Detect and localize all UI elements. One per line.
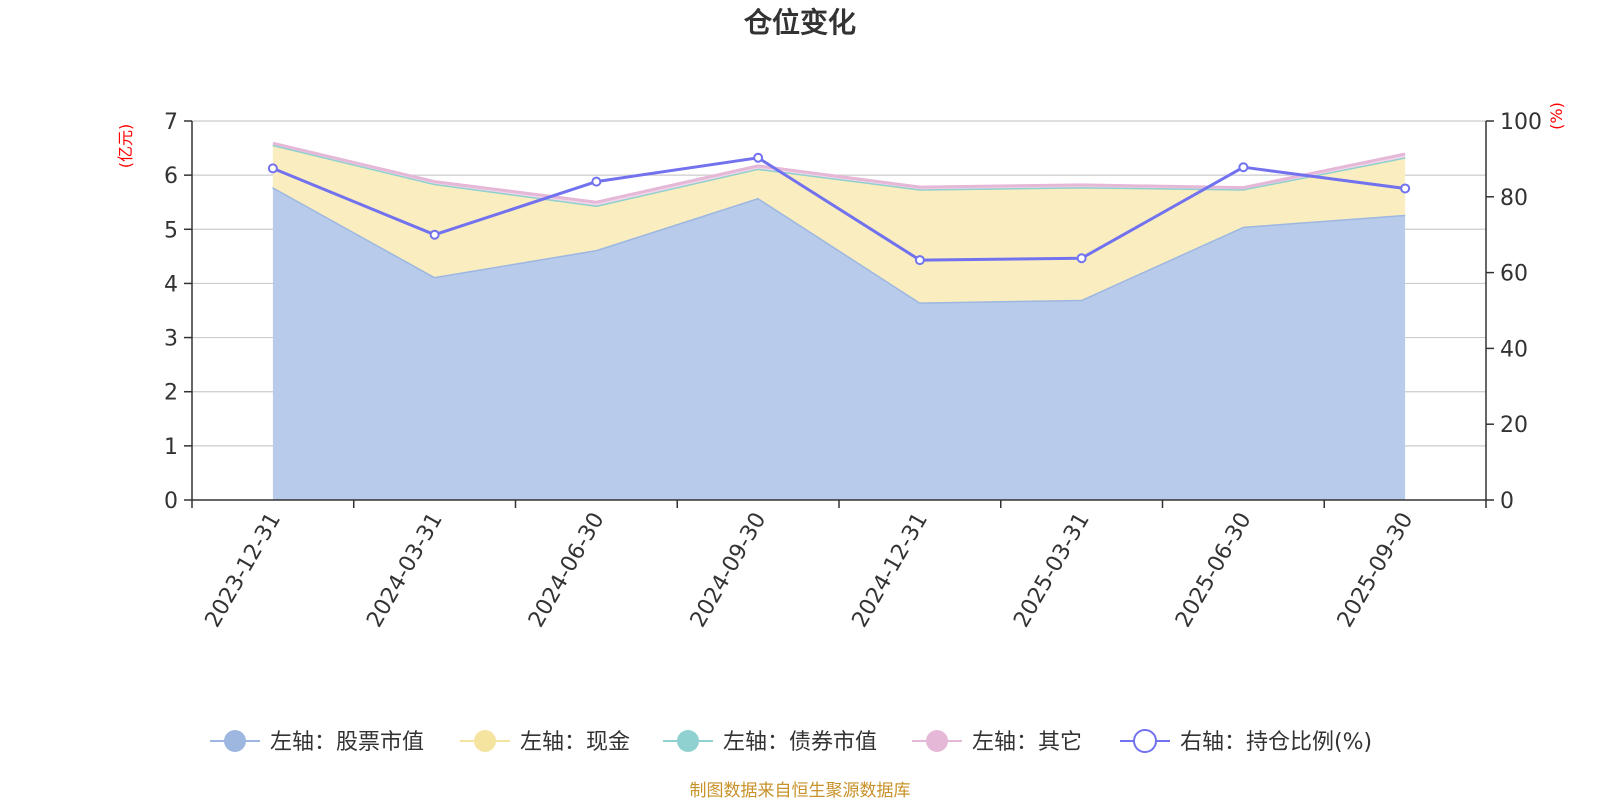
ratio-point[interactable] [267,163,278,174]
ratio-line [272,156,1406,262]
x-tick-label: 2025-03-31 [1009,509,1095,632]
right-tick-label: 40 [1500,337,1528,362]
legend-item[interactable]: 左轴：其它 [912,730,1082,755]
left-tick-label: 0 [164,489,178,514]
ratio-point[interactable] [753,152,764,163]
legend-marker [926,730,948,752]
ratio-point[interactable] [1076,253,1087,264]
legend-marker [677,730,699,752]
x-tick-label: 2025-06-30 [1171,509,1257,632]
right-axis-unit: (%) [1547,102,1566,130]
legend-label: 左轴：现金 [520,730,630,755]
area-series [272,141,1406,500]
x-tick-label: 2024-06-30 [524,509,610,632]
x-tick-label: 2024-09-30 [686,509,772,632]
ratio-point[interactable] [914,255,925,266]
area-fill-series-1 [272,144,1406,303]
area-fill-series-0 [272,187,1406,500]
source-note: 制图数据来自恒生聚源数据库 [690,781,911,800]
ratio-point[interactable] [1238,162,1249,173]
right-tick-label: 100 [1500,110,1542,135]
x-tick-label: 2023-12-31 [200,509,286,632]
left-tick-label: 2 [164,381,178,406]
left-tick-label: 3 [164,327,178,352]
left-axis-unit: (亿元) [116,124,135,169]
left-tick-label: 6 [164,164,178,189]
legend-marker [474,730,496,752]
x-tick-label: 2024-03-31 [362,509,448,632]
ratio-point[interactable] [429,229,440,240]
chart-title: 仓位变化 [744,6,856,39]
right-tick-label: 80 [1500,186,1528,211]
ratio-line-series [267,152,1411,266]
legend-item[interactable]: 左轴：股票市值 [210,730,424,755]
legend-label: 左轴：债券市值 [723,730,877,755]
left-tick-label: 1 [164,435,178,460]
legend-item[interactable]: 左轴：现金 [460,730,630,755]
right-tick-label: 0 [1500,489,1514,514]
x-tick-label: 2024-12-31 [847,509,933,632]
right-tick-label: 60 [1500,262,1528,287]
legend-marker [224,730,246,752]
x-tick-label: 2025-09-30 [1333,509,1419,632]
legend-marker [1133,729,1157,753]
left-tick-label: 5 [164,218,178,243]
legend: 左轴：股票市值 左轴：现金 左轴：债券市值 左轴：其它 右轴：持仓比例(%) [210,729,1372,755]
ratio-point[interactable] [591,176,602,187]
legend-label: 左轴：其它 [972,730,1082,755]
legend-label: 右轴：持仓比例(%) [1180,730,1372,755]
left-tick-label: 7 [164,110,178,135]
legend-label: 左轴：股票市值 [270,730,424,755]
area-edge-series-3 [272,141,1406,204]
left-tick-label: 4 [164,272,178,297]
ratio-point[interactable] [1400,183,1411,194]
right-tick-label: 20 [1500,413,1528,438]
legend-item[interactable]: 右轴：持仓比例(%) [1120,729,1372,755]
legend-item[interactable]: 左轴：债券市值 [663,730,877,755]
